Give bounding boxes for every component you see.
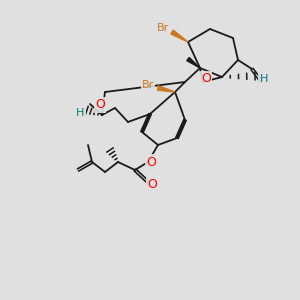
Text: O: O bbox=[146, 155, 156, 169]
Text: H: H bbox=[76, 108, 84, 118]
Text: O: O bbox=[147, 178, 157, 190]
Polygon shape bbox=[158, 86, 175, 92]
Text: O: O bbox=[201, 73, 211, 85]
Text: O: O bbox=[95, 98, 105, 112]
Polygon shape bbox=[171, 30, 188, 42]
Text: Br: Br bbox=[142, 80, 154, 90]
Text: H: H bbox=[260, 74, 268, 84]
Text: Br: Br bbox=[157, 23, 169, 33]
Polygon shape bbox=[187, 57, 200, 68]
